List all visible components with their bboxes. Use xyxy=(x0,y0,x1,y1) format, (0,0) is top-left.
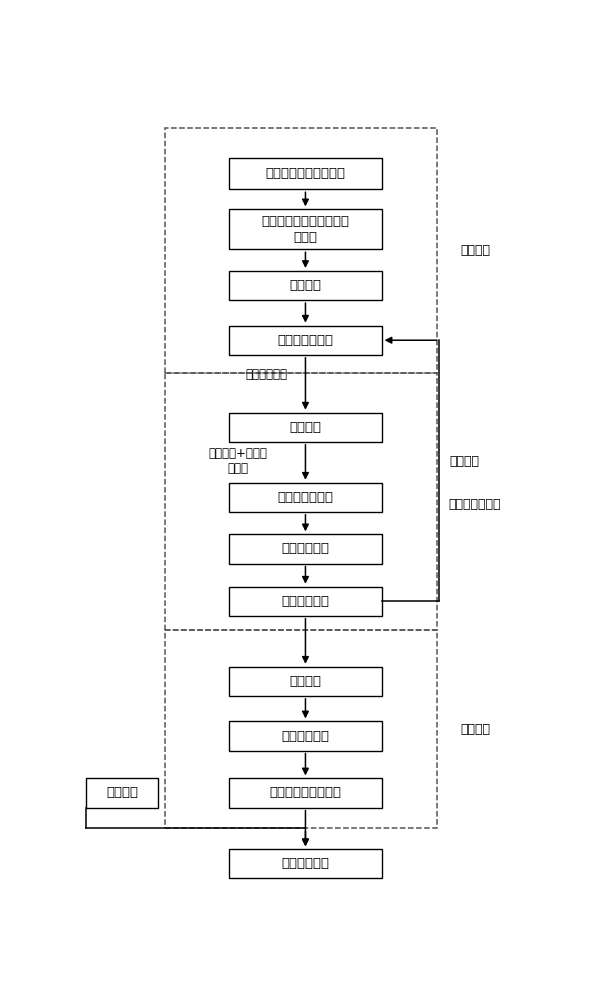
Bar xyxy=(229,271,381,300)
Bar xyxy=(164,373,437,630)
Text: 词向量转化计算: 词向量转化计算 xyxy=(278,491,333,504)
Text: 词袋算法粗选: 词袋算法粗选 xyxy=(246,368,287,381)
Text: 提取与考题内容有关的文
本信息: 提取与考题内容有关的文 本信息 xyxy=(262,215,349,244)
Bar xyxy=(229,721,381,751)
Text: 词袋算法+语义算
法细选: 词袋算法+语义算 法细选 xyxy=(209,447,268,475)
Bar xyxy=(229,849,381,878)
Bar xyxy=(164,128,437,373)
Text: 得到考题结果: 得到考题结果 xyxy=(281,857,330,870)
Bar xyxy=(86,778,158,808)
Text: 机器训练: 机器训练 xyxy=(449,455,480,468)
Bar xyxy=(229,778,381,808)
Bar xyxy=(229,534,381,564)
Text: 数据处理: 数据处理 xyxy=(460,244,490,257)
Text: 数据加载: 数据加载 xyxy=(290,675,321,688)
Bar xyxy=(229,158,381,189)
Text: 词袋统计: 词袋统计 xyxy=(290,421,321,434)
Text: 模型预测: 模型预测 xyxy=(460,723,490,736)
Text: 计算分词权重: 计算分词权重 xyxy=(281,542,330,555)
Bar xyxy=(229,413,381,442)
Text: 模型构建和训练: 模型构建和训练 xyxy=(449,498,501,512)
Text: 模型预测相似度排名: 模型预测相似度排名 xyxy=(269,786,342,799)
Bar xyxy=(229,326,381,355)
Text: 人工审查: 人工审查 xyxy=(106,786,138,799)
Text: 构建向量模型: 构建向量模型 xyxy=(281,595,330,608)
Bar xyxy=(229,483,381,512)
Text: 得到结构化分词: 得到结构化分词 xyxy=(278,334,333,347)
Bar xyxy=(164,630,437,828)
Bar xyxy=(229,587,381,616)
Text: 全量匹配查询: 全量匹配查询 xyxy=(281,730,330,742)
Bar xyxy=(229,667,381,696)
Text: 分词处理: 分词处理 xyxy=(290,279,321,292)
Text: 获取题库全量专利数据: 获取题库全量专利数据 xyxy=(265,167,346,180)
Bar xyxy=(229,209,381,249)
